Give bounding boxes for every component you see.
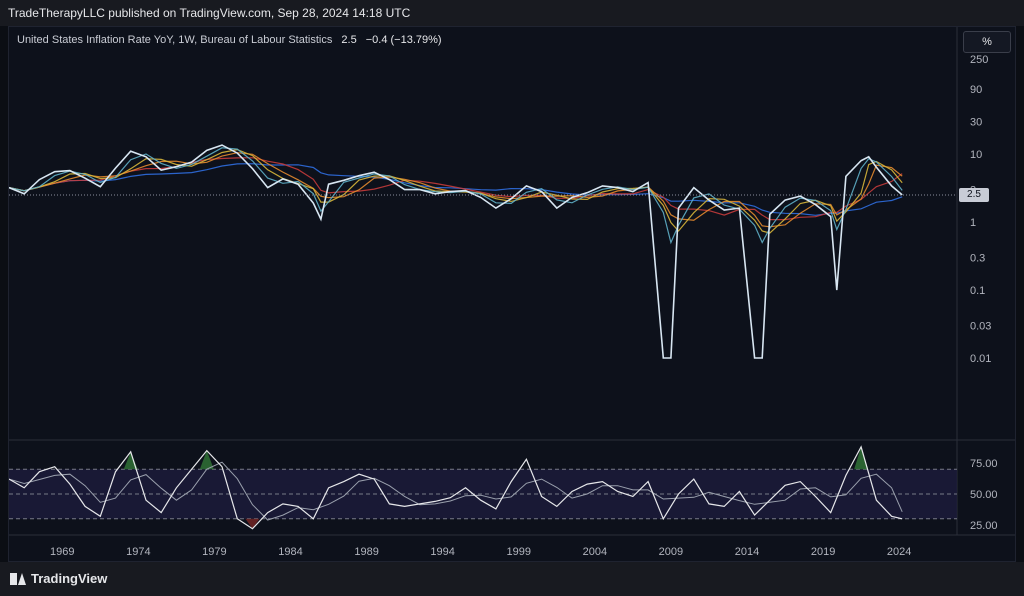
last-value-badge: 2.5 xyxy=(959,188,989,202)
y-tick-label: 30 xyxy=(970,117,982,129)
x-tick-label: 1969 xyxy=(50,546,74,558)
tradingview-logo-text: TradingView xyxy=(31,571,108,586)
legend-change: −0.4 (−13.79%) xyxy=(365,34,442,46)
y-tick-label: 0.03 xyxy=(970,321,991,333)
osc-tick-label: 50.00 xyxy=(970,489,998,501)
chart-frame[interactable]: 250903010310.30.10.030.0175.0050.0025.00… xyxy=(8,26,1016,562)
overbought-fill xyxy=(199,450,214,470)
footer: TradingView xyxy=(0,562,1024,596)
legend-last-value: 2.5 xyxy=(341,34,357,46)
y-tick-label: 0.3 xyxy=(970,253,985,265)
ma-cyan-line xyxy=(9,147,903,245)
x-tick-label: 2024 xyxy=(887,546,911,558)
y-tick-label: 10 xyxy=(970,149,982,161)
y-tick-label: 1 xyxy=(970,217,976,229)
percent-scale-button[interactable]: % xyxy=(963,31,1011,53)
x-tick-label: 1984 xyxy=(278,546,302,558)
ma-blue-line xyxy=(9,163,903,216)
overbought-fill xyxy=(854,446,869,470)
chart-legend: United States Inflation Rate YoY, 1W, Bu… xyxy=(17,34,442,46)
ma-yellow-line xyxy=(9,148,903,234)
legend-title: United States Inflation Rate YoY, 1W, Bu… xyxy=(17,34,333,46)
chart-canvas[interactable]: 250903010310.30.10.030.0175.0050.0025.00… xyxy=(9,27,1015,561)
osc-tick-label: 75.00 xyxy=(970,458,998,470)
x-tick-label: 1994 xyxy=(430,546,454,558)
publish-bar: TradeTherapyLLC published on TradingView… xyxy=(0,0,1024,26)
x-tick-label: 2009 xyxy=(659,546,683,558)
x-tick-label: 1999 xyxy=(507,546,531,558)
x-tick-label: 1979 xyxy=(202,546,226,558)
tradingview-logo-icon xyxy=(10,572,26,585)
publish-info: TradeTherapyLLC published on TradingView… xyxy=(8,6,411,20)
ma-orange-line xyxy=(9,152,903,228)
x-tick-label: 1974 xyxy=(126,546,150,558)
x-tick-label: 2004 xyxy=(583,546,607,558)
x-tick-label: 2014 xyxy=(735,546,759,558)
y-tick-label: 0.1 xyxy=(970,285,985,297)
y-tick-label: 250 xyxy=(970,54,988,66)
x-tick-label: 2019 xyxy=(811,546,835,558)
x-tick-label: 1989 xyxy=(354,546,378,558)
y-tick-label: 90 xyxy=(970,84,982,96)
oversold-fill xyxy=(245,518,260,529)
oscillator-signal-line xyxy=(9,461,903,521)
y-tick-label: 0.01 xyxy=(970,353,991,365)
oscillator-band xyxy=(9,469,957,519)
inflation-rate-line[interactable] xyxy=(9,144,903,359)
tradingview-logo[interactable]: TradingView xyxy=(10,571,107,586)
osc-tick-label: 25.00 xyxy=(970,520,998,532)
oscillator-line[interactable] xyxy=(9,445,903,530)
